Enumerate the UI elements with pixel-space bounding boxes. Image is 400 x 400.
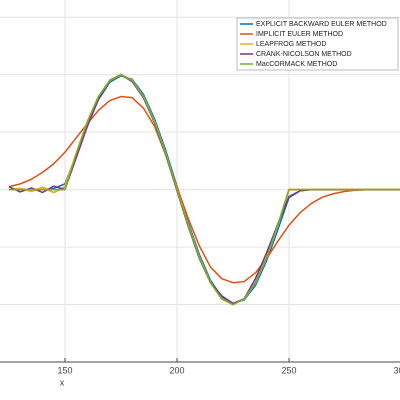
legend-label: LEAPFROG METHOD: [256, 41, 326, 48]
legend-label: EXPLICIT BACKWARD EULER METHOD: [256, 21, 387, 28]
legend-label: CRANK-NICOLSON METHOD: [256, 51, 352, 58]
series-line: [8, 73, 400, 306]
legend: EXPLICIT BACKWARD EULER METHOD IMPLICIT E…: [236, 17, 399, 71]
x-tick-label: 250: [281, 365, 296, 375]
legend-label: IMPLICIT EULER METHOD: [256, 31, 343, 38]
x-tick-label: 300: [393, 365, 400, 375]
legend-box: [236, 17, 399, 71]
x-tick-label: 150: [57, 365, 72, 375]
legend-label: MacCORMACK METHOD: [256, 61, 337, 68]
series-line: [8, 95, 400, 284]
x-axis-label: x: [60, 377, 65, 387]
x-tick-label: 200: [169, 365, 184, 375]
